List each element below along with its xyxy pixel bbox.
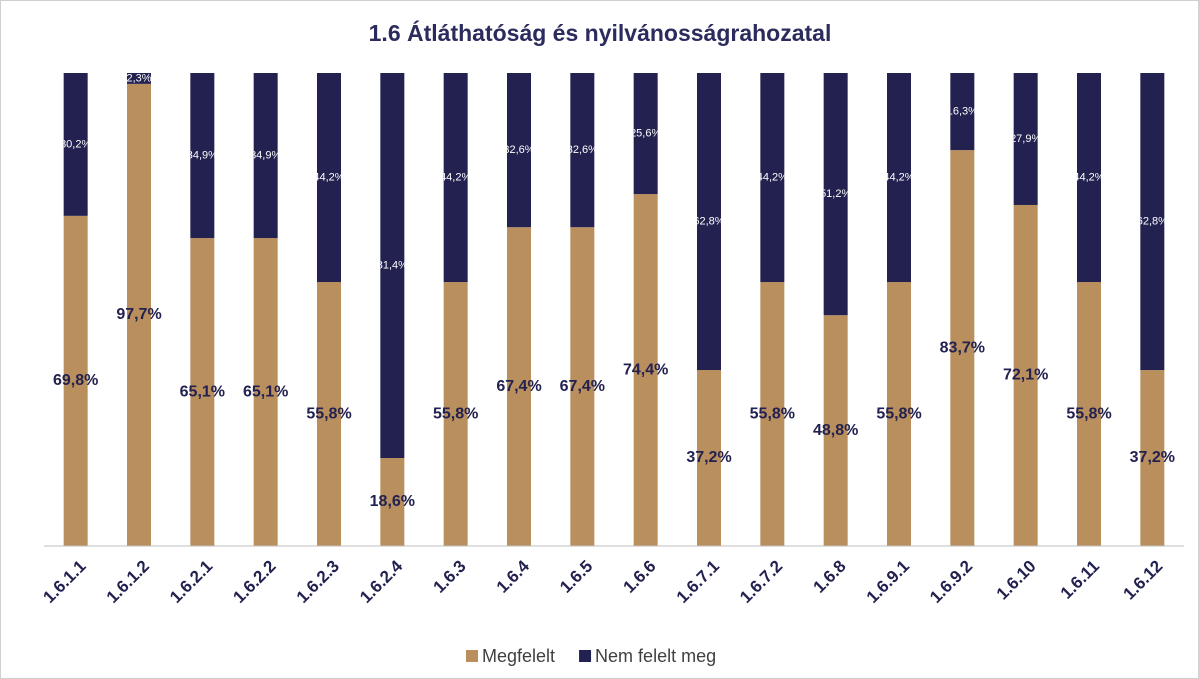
data-label: 55,8% <box>306 405 351 422</box>
data-label: 55,8% <box>750 405 795 422</box>
data-label: 30,2% <box>60 138 91 150</box>
bar-segment <box>570 227 595 546</box>
data-label: 34,9% <box>250 149 281 161</box>
bar-segment <box>887 282 911 546</box>
data-label: 34,9% <box>187 149 218 161</box>
bar-segment <box>1013 73 1038 205</box>
data-label: 55,8% <box>1066 405 1111 422</box>
bar-segment <box>697 370 721 546</box>
bar-segment <box>380 458 405 546</box>
bar-segment <box>63 73 88 216</box>
data-label: 18,6% <box>370 493 415 510</box>
bar-segment <box>507 73 531 228</box>
bar-segment <box>950 73 975 151</box>
bar-segment <box>1077 282 1101 546</box>
bar-segment <box>443 282 468 546</box>
data-label: 97,7% <box>116 306 161 323</box>
bar-segment <box>253 238 278 546</box>
data-label: 83,7% <box>940 339 985 356</box>
bar-segment <box>317 73 341 283</box>
bar-segment <box>443 73 468 283</box>
data-label: 27,9% <box>1010 133 1041 145</box>
bar-segment <box>760 282 785 546</box>
data-label: 67,4% <box>560 378 605 395</box>
legend-swatch <box>579 650 592 662</box>
bar-segment <box>190 238 215 546</box>
legend-label: Megfelelt <box>482 646 555 666</box>
bar-segment <box>127 73 151 84</box>
bar-segment <box>950 150 975 546</box>
bar-segment <box>380 73 405 459</box>
bar-segment <box>633 73 658 195</box>
data-label: 67,4% <box>496 378 541 395</box>
data-label: 55,8% <box>433 405 478 422</box>
bar-segment <box>507 227 531 546</box>
bar-segment <box>127 83 151 546</box>
data-label: 65,1% <box>180 383 225 400</box>
data-label: 44,2% <box>313 171 344 183</box>
data-label: 69,8% <box>53 372 98 389</box>
bar-segment <box>63 215 88 546</box>
bar-segment <box>190 73 215 239</box>
bar-segment <box>697 73 721 371</box>
data-label: 55,8% <box>876 405 921 422</box>
bar-segment <box>823 73 848 316</box>
data-label: 44,2% <box>1073 171 1104 183</box>
bar-segment <box>1013 204 1038 547</box>
data-label: 37,2% <box>686 449 731 466</box>
data-label: 65,1% <box>243 383 288 400</box>
data-label: 44,2% <box>440 171 471 183</box>
bar-segment <box>823 315 848 546</box>
bar-segment <box>760 73 785 283</box>
data-label: 81,4% <box>377 259 408 271</box>
data-label: 74,4% <box>623 361 668 378</box>
data-label: 62,8% <box>1137 215 1168 227</box>
bar-segment <box>1077 73 1101 283</box>
data-label: 51,2% <box>820 188 851 200</box>
legend-swatch <box>466 650 478 662</box>
bar-segment <box>253 73 278 239</box>
data-label: 37,2% <box>1130 449 1175 466</box>
data-label: 44,2% <box>883 171 914 183</box>
bar-segment <box>570 73 595 228</box>
bar-segment <box>317 282 341 546</box>
data-label: 32,6% <box>503 144 534 156</box>
bar-segment <box>633 194 658 546</box>
bar-segment <box>887 73 911 283</box>
chart-title: 1.6 Átláthatóság és nyilvánosságrahozata… <box>369 19 832 46</box>
data-label: 48,8% <box>813 422 858 439</box>
data-label: 32,6% <box>567 144 598 156</box>
bar-segment <box>1140 370 1165 546</box>
data-label: 44,2% <box>757 171 788 183</box>
legend-label: Nem felelt meg <box>595 646 716 666</box>
data-label: 25,6% <box>630 127 661 139</box>
data-label: 62,8% <box>693 215 724 227</box>
data-label: 16,3% <box>947 105 978 117</box>
data-label: 72,1% <box>1003 367 1048 384</box>
data-label: 2,3% <box>126 72 151 84</box>
bar-segment <box>1140 73 1165 371</box>
